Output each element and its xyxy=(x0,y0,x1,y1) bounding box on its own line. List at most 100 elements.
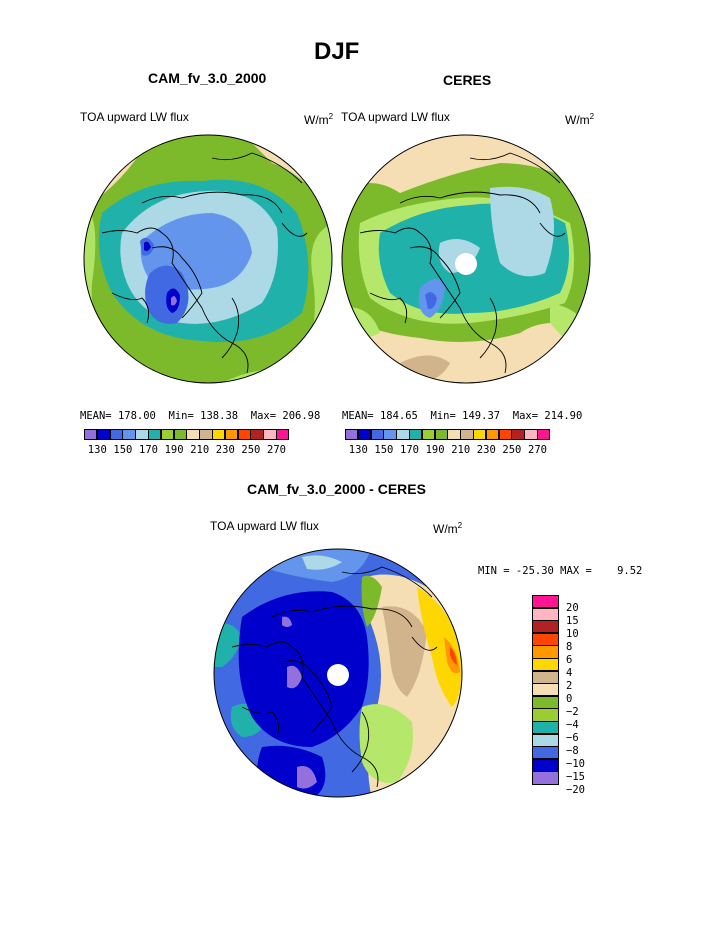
colorbar-box xyxy=(472,429,487,440)
panel1-colorbar-labels: 130 150 170 190 210 230 250 270 xyxy=(84,444,334,458)
colorbar-box xyxy=(122,429,136,440)
panel1-colorbar xyxy=(84,429,290,440)
colorbar-box xyxy=(498,429,512,440)
colorbar-tick-label: 210 xyxy=(451,444,471,456)
colorbar-box xyxy=(532,657,559,672)
panel1-map xyxy=(83,134,333,384)
colorbar-box xyxy=(224,429,239,440)
colorbar-tick-label: 190 xyxy=(425,444,445,456)
colorbar-tick-label: 150 xyxy=(113,444,133,456)
colorbar-box xyxy=(460,429,474,440)
panel3-units: W/m2 xyxy=(433,521,463,536)
panel3-colorbar xyxy=(532,595,559,785)
colorbar-box xyxy=(408,429,423,440)
panel2-colorbar-labels: 130 150 170 190 210 230 250 270 xyxy=(345,444,595,458)
colorbar-tick-label: 0 xyxy=(566,693,573,705)
panel2-title: CERES xyxy=(443,72,492,88)
colorbar-box xyxy=(536,429,551,440)
panel3-colorbar-labels: 20 15 10 8 6 4 2 0 −2 −4 −6 −8 −10 −15 −20 xyxy=(566,602,606,802)
colorbar-box xyxy=(370,429,384,440)
colorbar-tick-label: 6 xyxy=(566,654,573,666)
colorbar-tick-label: −15 xyxy=(566,771,585,783)
colorbar-tick-label: 8 xyxy=(566,641,573,653)
panel1-units: W/m2 xyxy=(304,112,334,127)
colorbar-box xyxy=(532,595,559,609)
colorbar-box xyxy=(275,429,290,440)
colorbar-box xyxy=(532,670,559,684)
panel2-units: W/m2 xyxy=(565,112,595,127)
colorbar-tick-label: 4 xyxy=(566,667,573,679)
colorbar-box xyxy=(524,429,538,440)
colorbar-tick-label: 2 xyxy=(566,680,573,692)
colorbar-box xyxy=(263,429,277,440)
colorbar-tick-label: 250 xyxy=(502,444,522,456)
colorbar-tick-label: −8 xyxy=(566,745,579,757)
colorbar-box xyxy=(447,429,461,440)
colorbar-tick-label: 250 xyxy=(241,444,261,456)
colorbar-tick-label: −2 xyxy=(566,706,579,718)
colorbar-box xyxy=(396,429,410,440)
colorbar-tick-label: 270 xyxy=(267,444,286,456)
colorbar-box xyxy=(173,429,187,440)
colorbar-box xyxy=(532,695,559,709)
colorbar-box xyxy=(237,429,251,440)
colorbar-box xyxy=(532,620,559,634)
colorbar-box xyxy=(383,429,397,440)
colorbar-tick-label: −6 xyxy=(566,732,579,744)
colorbar-box xyxy=(345,429,359,440)
colorbar-tick-label: −4 xyxy=(566,719,579,731)
colorbar-tick-label: 190 xyxy=(164,444,184,456)
colorbar-box xyxy=(160,429,175,440)
colorbar-box xyxy=(147,429,162,440)
colorbar-box xyxy=(434,429,448,440)
colorbar-tick-label: 270 xyxy=(528,444,547,456)
colorbar-tick-label: 20 xyxy=(566,602,579,614)
colorbar-tick-label: 150 xyxy=(374,444,394,456)
colorbar-tick-label: −10 xyxy=(566,758,585,770)
colorbar-box xyxy=(357,429,372,440)
panel3-minmax: MIN = -25.30 MAX = 9.52 xyxy=(478,565,643,577)
colorbar-tick-label: 230 xyxy=(215,444,235,456)
panel2-var-label: TOA upward LW flux xyxy=(341,110,450,124)
colorbar-box xyxy=(96,429,111,440)
panel1-var-label: TOA upward LW flux xyxy=(80,110,189,124)
colorbar-tick-label: 210 xyxy=(190,444,210,456)
colorbar-tick-label: 15 xyxy=(566,615,579,627)
colorbar-box xyxy=(532,758,559,772)
colorbar-tick-label: 170 xyxy=(139,444,158,456)
colorbar-box xyxy=(532,708,559,722)
colorbar-box xyxy=(421,429,436,440)
colorbar-box xyxy=(186,429,200,440)
colorbar-box xyxy=(532,683,559,697)
colorbar-box xyxy=(84,429,98,440)
colorbar-box xyxy=(532,771,559,785)
page-title: DJF xyxy=(314,38,360,65)
panel1-title: CAM_fv_3.0_2000 xyxy=(148,70,267,86)
colorbar-box xyxy=(532,720,559,735)
panel3-var-label: TOA upward LW flux xyxy=(210,519,319,533)
colorbar-box xyxy=(532,607,559,621)
colorbar-box xyxy=(199,429,213,440)
colorbar-box xyxy=(485,429,500,440)
panel2-stats: MEAN= 184.65 Min= 149.37 Max= 214.90 xyxy=(342,410,583,422)
colorbar-box xyxy=(109,429,123,440)
colorbar-box xyxy=(135,429,149,440)
panel3-map xyxy=(213,548,463,798)
colorbar-box xyxy=(532,645,559,659)
colorbar-tick-label: 130 xyxy=(348,444,368,456)
colorbar-tick-label: 230 xyxy=(476,444,496,456)
colorbar-box xyxy=(532,632,559,646)
colorbar-tick-label: 170 xyxy=(400,444,419,456)
panel2-map xyxy=(341,134,591,384)
colorbar-box xyxy=(211,429,226,440)
colorbar-tick-label: 10 xyxy=(566,628,579,640)
colorbar-tick-label: 130 xyxy=(87,444,107,456)
panel3-title: CAM_fv_3.0_2000 - CERES xyxy=(247,481,426,497)
colorbar-box xyxy=(532,733,559,747)
panel1-stats: MEAN= 178.00 Min= 138.38 Max= 206.98 xyxy=(80,410,321,422)
panel2-colorbar xyxy=(345,429,551,440)
colorbar-box xyxy=(532,746,559,760)
colorbar-box xyxy=(250,429,264,440)
colorbar-box xyxy=(511,429,525,440)
colorbar-tick-label: −20 xyxy=(566,784,585,796)
